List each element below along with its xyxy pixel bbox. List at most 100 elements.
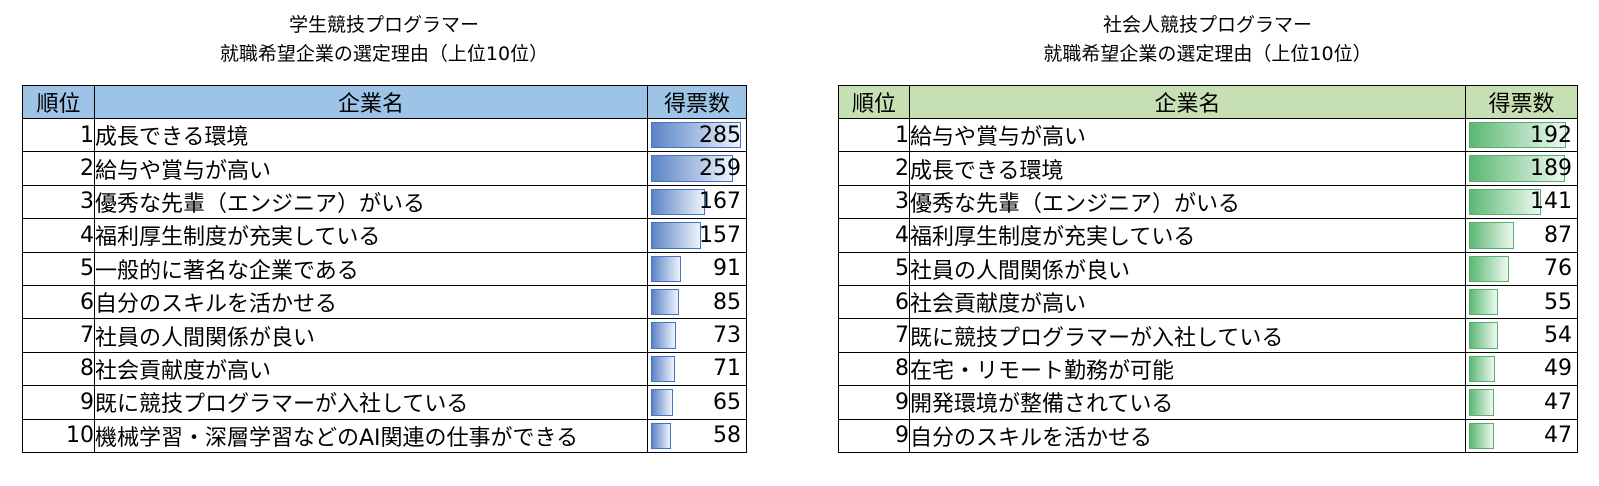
student-table-row: 1 成長できる環境 285: [22, 117, 747, 153]
student-votes-value: 91: [713, 256, 741, 282]
professional-votes-cell: 54: [1465, 318, 1578, 353]
student-votes-databar: [651, 288, 679, 316]
student-table-row: 5 一般的に著名な企業である 91: [22, 251, 747, 286]
student-votes-cell: 167: [647, 184, 747, 220]
student-votes-databar: [651, 255, 681, 282]
student-votes-databar: [651, 122, 741, 149]
professional-votes-value: 54: [1544, 323, 1572, 349]
professional-rank-cell: 8: [838, 351, 910, 387]
student-votes-cell: 65: [647, 385, 747, 420]
student-table-row: 8 社会貢献度が高い 71: [22, 351, 747, 387]
professional-votes-databar: [1469, 255, 1509, 282]
professional-votes-databar: [1469, 122, 1566, 149]
student-rank-cell: 10: [22, 418, 95, 453]
student-votes-cell: 157: [647, 218, 747, 253]
student-table-row: 9 既に競技プログラマーが入社している 65: [22, 385, 747, 420]
student-reason-cell: 優秀な先輩（エンジニア）がいる: [94, 184, 648, 220]
professional-title-line1: 社会人競技プログラマー: [1102, 14, 1312, 36]
student-table-row: 3 優秀な先輩（エンジニア）がいる 167: [22, 184, 747, 220]
student-table-row: 4 福利厚生制度が充実している 157: [22, 218, 747, 253]
student-votes-databar: [651, 389, 673, 416]
professional-reason-cell: 成長できる環境: [909, 151, 1466, 186]
professional-rank-cell: 4: [838, 218, 910, 253]
student-votes-value: 58: [713, 423, 741, 449]
professional-rank-cell: 2: [838, 151, 910, 186]
professional-votes-value: 87: [1544, 222, 1572, 248]
professional-votes-databar: [1469, 389, 1494, 416]
student-rank-cell: 7: [22, 318, 95, 353]
student-reason-cell: 自分のスキルを活かせる: [94, 284, 648, 320]
student-table-header: 順位 企業名 得票数: [22, 85, 747, 119]
student-rank-cell: 1: [22, 117, 95, 153]
student-reason-cell: 機械学習・深層学習などのAI関連の仕事ができる: [94, 418, 648, 453]
student-votes-databar: [651, 422, 671, 449]
student-votes-value: 259: [699, 156, 741, 182]
professional-votes-databar: [1469, 422, 1494, 449]
student-title-line1: 学生競技プログラマー: [288, 14, 479, 36]
student-title-line2: 就職希望企業の選定理由（上位10位）: [219, 43, 549, 65]
student-table-row: 6 自分のスキルを活かせる 85: [22, 284, 747, 320]
student-ranking-table: 順位 企業名 得票数 1 成長できる環境 285 2 給与や賞与が高い 259 3 優秀な先輩…: [22, 85, 747, 453]
professional-votes-cell: 189: [1465, 151, 1578, 186]
professional-title-line2: 就職希望企業の選定理由（上位10位）: [1043, 43, 1372, 65]
professional-table-row: 9 自分のスキルを活かせる 47: [838, 418, 1578, 453]
professional-votes-value: 76: [1544, 256, 1572, 282]
student-header-rank: 順位: [22, 85, 95, 119]
student-votes-databar: [651, 155, 733, 182]
student-table-body: 1 成長できる環境 285 2 給与や賞与が高い 259 3 優秀な先輩（エンジニア）がいる 1…: [22, 117, 747, 453]
professional-header-votes: 得票数: [1465, 85, 1578, 119]
student-table-row: 7 社員の人間関係が良い 73: [22, 318, 747, 353]
student-votes-value: 285: [699, 122, 741, 148]
student-rank-cell: 5: [22, 251, 95, 286]
professional-reason-cell: 在宅・リモート勤務が可能: [909, 351, 1466, 387]
professional-votes-cell: 76: [1465, 251, 1578, 286]
student-votes-cell: 285: [647, 117, 747, 153]
professional-votes-value: 189: [1530, 156, 1572, 182]
professional-votes-cell: 47: [1465, 418, 1578, 453]
student-table-row: 10 機械学習・深層学習などのAI関連の仕事ができる 58: [22, 418, 747, 453]
professional-table-row: 7 既に競技プログラマーが入社している 54: [838, 318, 1578, 353]
student-chart-title: 学生競技プログラマー 就職希望企業の選定理由（上位10位）: [22, 11, 746, 69]
student-rank-cell: 6: [22, 284, 95, 320]
professional-votes-value: 141: [1530, 189, 1572, 215]
professional-votes-databar: [1469, 288, 1498, 316]
student-votes-value: 167: [699, 189, 741, 215]
student-reason-cell: 既に競技プログラマーが入社している: [94, 385, 648, 420]
student-reason-cell: 成長できる環境: [94, 117, 648, 153]
student-reason-cell: 福利厚生制度が充実している: [94, 218, 648, 253]
professional-header-reason: 企業名: [909, 85, 1466, 119]
professional-votes-value: 55: [1544, 289, 1572, 315]
professional-reason-cell: 社会貢献度が高い: [909, 284, 1466, 320]
student-votes-databar: [651, 188, 705, 216]
student-votes-databar: [651, 355, 675, 383]
student-votes-cell: 259: [647, 151, 747, 186]
student-reason-cell: 一般的に著名な企業である: [94, 251, 648, 286]
professional-table-row: 8 在宅・リモート勤務が可能 49: [838, 351, 1578, 387]
professional-votes-cell: 47: [1465, 385, 1578, 420]
professional-votes-cell: 55: [1465, 284, 1578, 320]
professional-reason-cell: 福利厚生制度が充実している: [909, 218, 1466, 253]
student-votes-databar: [651, 222, 701, 249]
professional-rank-cell: 1: [838, 117, 910, 153]
professional-table-row: 9 開発環境が整備されている 47: [838, 385, 1578, 420]
student-rank-cell: 9: [22, 385, 95, 420]
professional-rank-cell: 6: [838, 284, 910, 320]
professional-rank-cell: 9: [838, 418, 910, 453]
professional-votes-value: 47: [1544, 423, 1572, 449]
professional-reason-cell: 社員の人間関係が良い: [909, 251, 1466, 286]
professional-votes-cell: 192: [1465, 117, 1578, 153]
professional-reason-cell: 開発環境が整備されている: [909, 385, 1466, 420]
professional-votes-value: 49: [1544, 356, 1572, 382]
professional-rank-cell: 5: [838, 251, 910, 286]
student-votes-value: 157: [699, 222, 741, 248]
student-reason-cell: 社会貢献度が高い: [94, 351, 648, 387]
professional-reason-cell: 優秀な先輩（エンジニア）がいる: [909, 184, 1466, 220]
professional-table-row: 1 給与や賞与が高い 192: [838, 117, 1578, 153]
student-votes-databar: [651, 322, 676, 349]
professional-votes-cell: 49: [1465, 351, 1578, 387]
student-votes-value: 65: [713, 389, 741, 415]
student-header-reason: 企業名: [94, 85, 648, 119]
professional-votes-value: 47: [1544, 389, 1572, 415]
professional-votes-value: 192: [1530, 122, 1572, 148]
professional-table-row: 3 優秀な先輩（エンジニア）がいる 141: [838, 184, 1578, 220]
